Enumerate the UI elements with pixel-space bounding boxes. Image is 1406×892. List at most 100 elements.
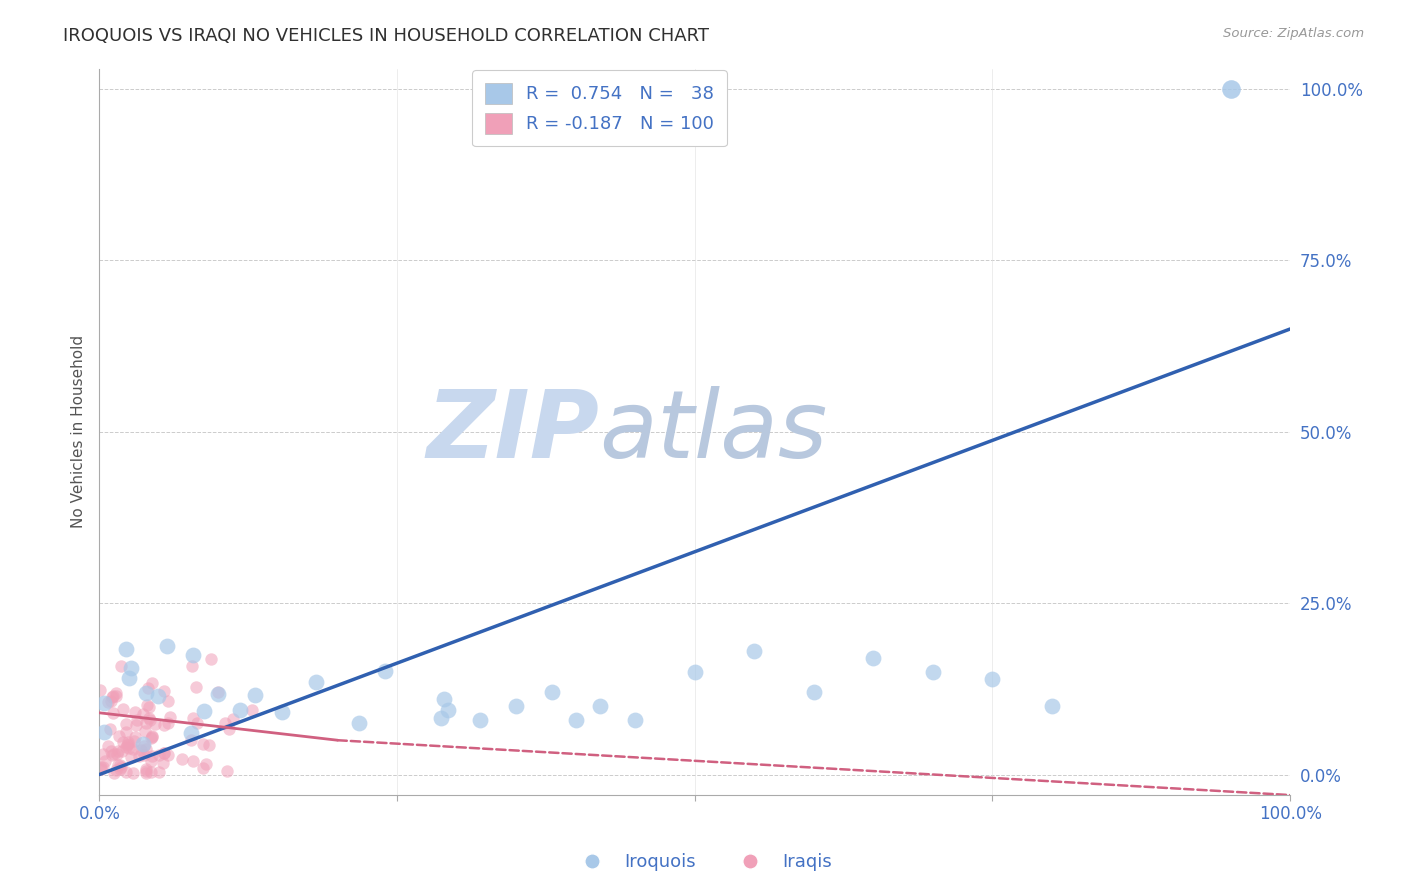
Point [89,683,111,698]
Point [110,762,132,776]
Point [115,717,138,731]
Point [118,741,141,756]
Point [124,731,146,745]
Point [200,652,222,666]
Point [93,747,115,761]
Legend: R =  0.754   N =   38, R = -0.187   N = 100: R = 0.754 N = 38, R = -0.187 N = 100 [472,70,727,146]
Point [134,747,156,762]
Point [564,713,586,727]
Point [91,760,114,774]
Point [108,729,131,743]
Point [153,717,176,731]
Point [181,755,204,769]
Point [180,658,202,673]
Point [152,747,174,761]
Point [217,764,239,779]
Point [347,715,370,730]
Point [153,746,176,760]
Legend: Iroquois, Iraqis: Iroquois, Iraqis [567,847,839,879]
Text: atlas: atlas [599,386,828,477]
Point [305,675,328,690]
Point [135,742,157,756]
Point [803,685,825,699]
Point [97,695,120,709]
Point [180,733,202,747]
Point [138,711,160,725]
Point [135,762,157,776]
Point [243,689,266,703]
Point [218,722,240,736]
Point [193,704,215,718]
Point [981,672,1004,686]
Point [156,715,179,730]
Point [105,747,128,761]
Point [207,685,229,699]
Point [103,706,125,720]
Point [111,744,134,758]
Point [156,639,179,653]
Point [132,707,155,722]
Point [117,735,139,749]
Point [195,757,218,772]
Point [229,703,252,717]
Point [624,713,647,727]
Y-axis label: No Vehicles in Household: No Vehicles in Household [72,335,86,528]
Point [134,724,156,739]
Point [156,747,179,762]
Point [117,737,139,751]
Point [115,764,138,779]
Point [90,762,112,776]
Point [120,749,142,764]
Point [541,685,564,699]
Point [138,699,160,714]
Point [135,716,157,731]
Point [114,739,136,754]
Point [744,644,766,658]
Point [186,715,208,730]
Point [121,741,143,756]
Point [172,752,194,766]
Point [124,705,146,719]
Point [470,713,492,727]
Point [93,725,115,739]
Point [271,706,294,720]
Point [181,648,204,663]
Point [146,690,169,704]
Point [94,754,117,768]
Point [141,676,163,690]
Point [118,671,141,685]
Point [429,711,451,725]
Point [107,758,129,772]
Point [97,739,120,754]
Point [922,665,945,679]
Point [141,731,163,746]
Point [141,729,163,743]
Point [121,661,143,675]
Point [1219,82,1241,96]
Point [104,689,127,703]
Point [110,658,132,673]
Point [129,743,152,757]
Point [683,665,706,679]
Point [186,681,208,695]
Point [115,725,138,739]
Point [100,694,122,708]
Point [110,759,132,773]
Point [141,730,163,744]
Point [159,710,181,724]
Point [135,764,157,778]
Point [139,714,162,728]
Point [114,641,136,656]
Point [136,698,159,713]
Point [135,686,157,700]
Point [207,686,229,700]
Point [156,693,179,707]
Point [374,664,396,678]
Text: ZIP: ZIP [426,386,599,478]
Point [103,766,125,780]
Point [148,764,170,779]
Point [101,689,124,703]
Point [152,684,174,698]
Point [181,711,204,725]
Point [107,744,129,758]
